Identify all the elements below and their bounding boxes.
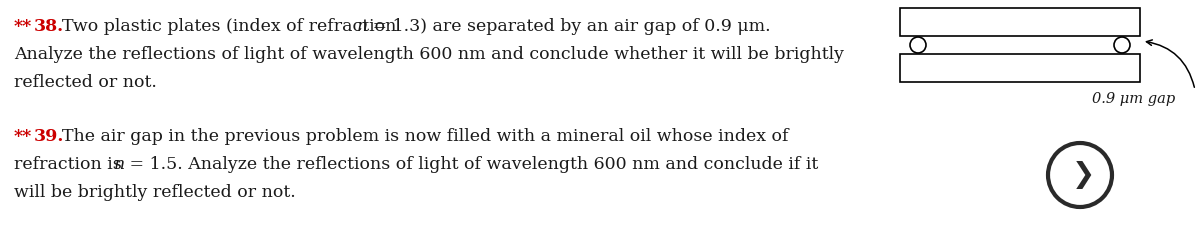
Circle shape bbox=[910, 37, 926, 53]
Bar bbox=[900, 8, 1140, 36]
Bar bbox=[900, 54, 1140, 82]
Text: 0.9 μm gap: 0.9 μm gap bbox=[1092, 92, 1175, 106]
Text: = 1.5. Analyze the reflections of light of wavelength 600 nm and conclude if it: = 1.5. Analyze the reflections of light … bbox=[124, 156, 818, 173]
Text: **: ** bbox=[14, 18, 32, 35]
Text: ❯: ❯ bbox=[1072, 161, 1094, 189]
Text: n: n bbox=[358, 18, 368, 35]
Text: Two plastic plates (index of refraction: Two plastic plates (index of refraction bbox=[62, 18, 402, 35]
Circle shape bbox=[1114, 37, 1130, 53]
Text: 39.: 39. bbox=[34, 128, 65, 145]
Text: reflected or not.: reflected or not. bbox=[14, 74, 157, 91]
Text: **: ** bbox=[14, 128, 32, 145]
Text: n: n bbox=[114, 156, 125, 173]
Circle shape bbox=[1048, 143, 1112, 207]
Text: = 1.3) are separated by an air gap of 0.9 μm.: = 1.3) are separated by an air gap of 0.… bbox=[367, 18, 770, 35]
Text: will be brightly reflected or not.: will be brightly reflected or not. bbox=[14, 184, 295, 201]
Text: Analyze the reflections of light of wavelength 600 nm and conclude whether it wi: Analyze the reflections of light of wave… bbox=[14, 46, 844, 63]
Text: The air gap in the previous problem is now filled with a mineral oil whose index: The air gap in the previous problem is n… bbox=[62, 128, 788, 145]
Text: 38.: 38. bbox=[34, 18, 64, 35]
Text: refraction is: refraction is bbox=[14, 156, 127, 173]
